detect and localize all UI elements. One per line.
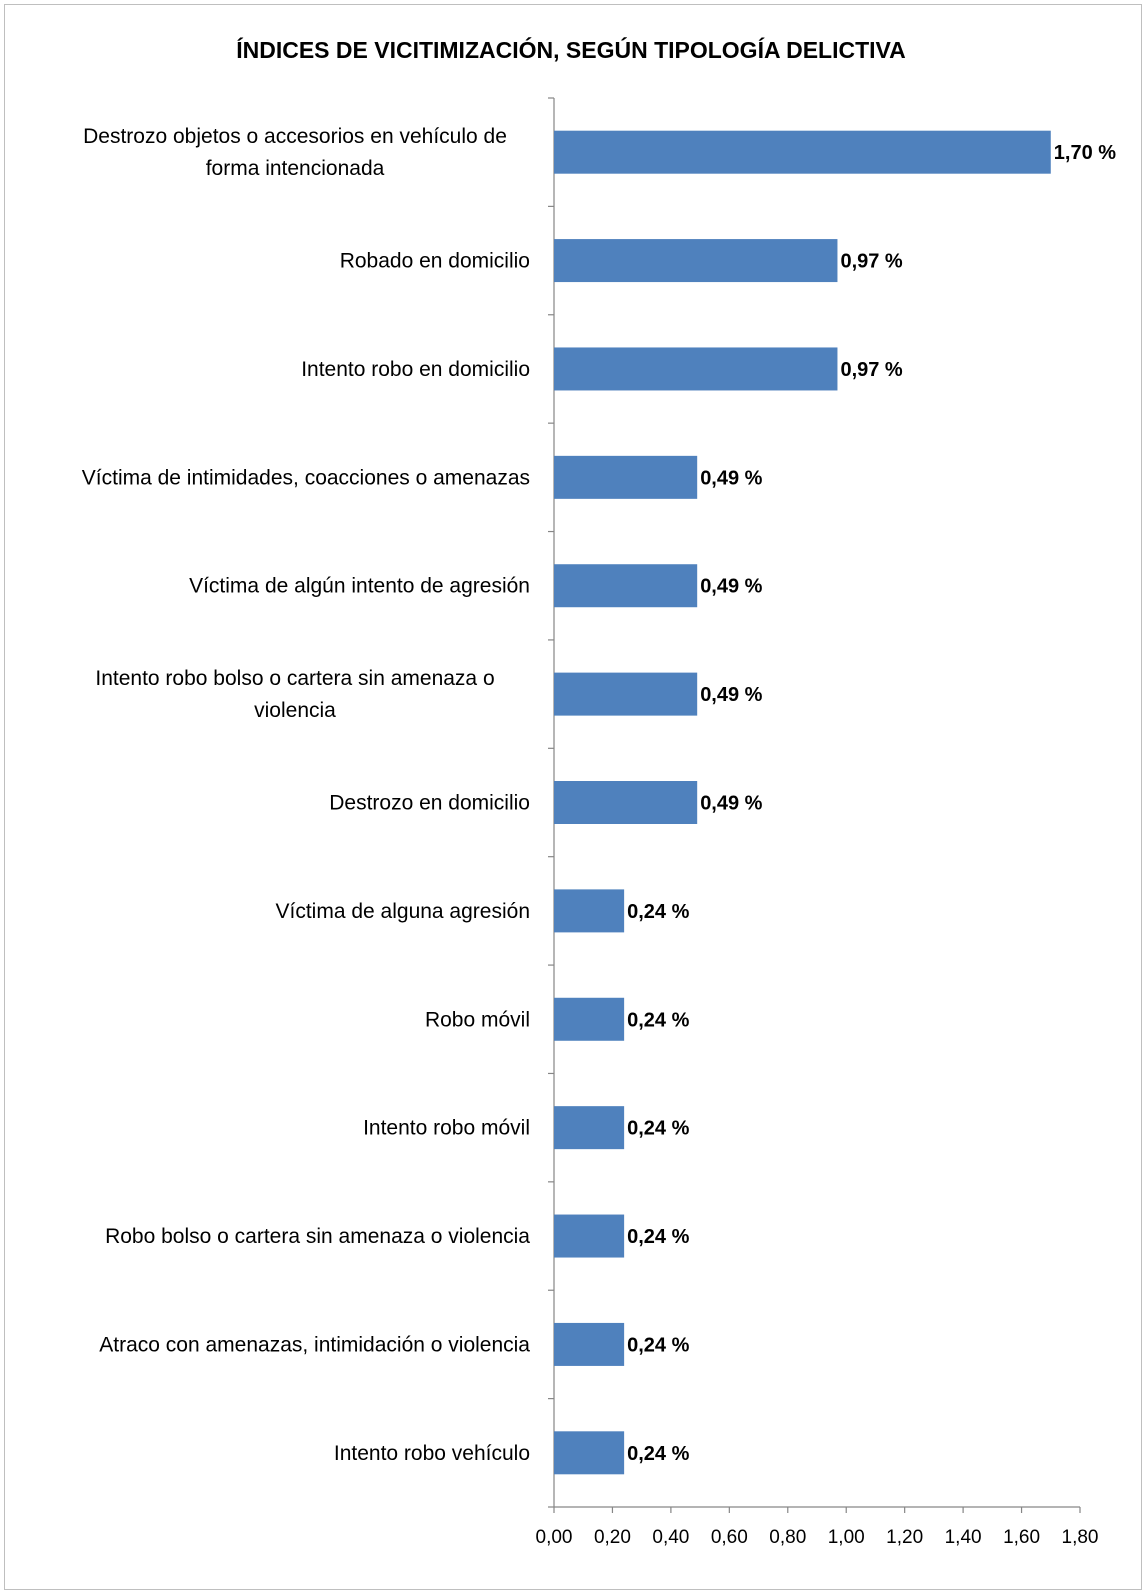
x-tick-label: 1,80 bbox=[1062, 1527, 1099, 1548]
bar-value-label: 1,70 % bbox=[1054, 142, 1116, 164]
bar-value-label: 0,49 % bbox=[700, 576, 762, 598]
bar bbox=[554, 130, 1051, 174]
category-label: Robo móvil bbox=[425, 1008, 530, 1031]
bar bbox=[554, 997, 625, 1041]
x-tick-label: 0,20 bbox=[594, 1527, 631, 1548]
category-label: Destrozo objetos o accesorios en vehícul… bbox=[83, 125, 507, 180]
bar bbox=[554, 1431, 625, 1475]
bar bbox=[554, 564, 698, 608]
x-tick-label: 0,80 bbox=[769, 1527, 806, 1548]
chart-title: ÍNDICES DE VICITIMIZACIÓN, SEGÚN TIPOLOG… bbox=[236, 36, 906, 63]
category-label: Víctima de alguna agresión bbox=[276, 900, 531, 923]
bar bbox=[554, 889, 625, 933]
x-tick-label: 1,20 bbox=[886, 1527, 923, 1548]
bar-value-label: 0,24 % bbox=[627, 1443, 689, 1465]
category-label: Robo bolso o cartera sin amenaza o viole… bbox=[105, 1225, 530, 1248]
bar bbox=[554, 347, 838, 391]
x-tick-label: 1,40 bbox=[945, 1527, 982, 1548]
bar bbox=[554, 239, 838, 283]
bar-value-label: 0,97 % bbox=[840, 251, 902, 273]
x-tick-label: 1,00 bbox=[828, 1527, 865, 1548]
category-label: Robado en domicilio bbox=[340, 250, 530, 273]
x-tick-label: 0,00 bbox=[536, 1527, 573, 1548]
category-label: Intento robo vehículo bbox=[334, 1442, 530, 1465]
x-tick-label: 0,60 bbox=[711, 1527, 748, 1548]
x-tick-label: 1,60 bbox=[1003, 1527, 1040, 1548]
category-label: Intento robo en domicilio bbox=[301, 358, 530, 381]
category-label: Atraco con amenazas, intimidación o viol… bbox=[99, 1333, 530, 1356]
category-label: Intento robo móvil bbox=[363, 1117, 530, 1140]
category-label: Destrozo en domicilio bbox=[329, 792, 530, 815]
bar-value-label: 0,97 % bbox=[840, 359, 902, 381]
plot-area: 0,00 0,20 0,40 0,60 0,80 1,00 1,20 1,40 1,60 1,80… bbox=[82, 97, 1116, 1548]
bar-value-label: 0,49 % bbox=[700, 684, 762, 706]
bar bbox=[554, 781, 698, 824]
category-label: Intento robo bolso o cartera sin amenaza… bbox=[95, 667, 494, 722]
bar-value-label: 0,24 % bbox=[627, 1334, 689, 1356]
bar-value-label: 0,24 % bbox=[627, 1009, 689, 1031]
chart-frame: ÍNDICES DE VICITIMIZACIÓN, SEGÚN TIPOLOG… bbox=[4, 4, 1142, 1590]
bar-value-label: 0,24 % bbox=[627, 1226, 689, 1248]
bar bbox=[554, 455, 698, 499]
bar-chart: ÍNDICES DE VICITIMIZACIÓN, SEGÚN TIPOLOG… bbox=[82, 36, 1116, 1548]
bar-value-label: 0,49 % bbox=[700, 793, 762, 815]
bar bbox=[554, 1106, 625, 1150]
bar bbox=[554, 1214, 625, 1258]
bar-value-label: 0,24 % bbox=[627, 901, 689, 923]
category-label: Víctima de algún intento de agresión bbox=[189, 575, 530, 598]
bar bbox=[554, 672, 698, 716]
x-tick-label: 0,40 bbox=[652, 1527, 689, 1548]
bar-value-label: 0,49 % bbox=[700, 467, 762, 489]
bar bbox=[554, 1322, 625, 1366]
category-label: Víctima de intimidades, coacciones o ame… bbox=[82, 466, 530, 489]
bar-value-label: 0,24 % bbox=[627, 1118, 689, 1140]
